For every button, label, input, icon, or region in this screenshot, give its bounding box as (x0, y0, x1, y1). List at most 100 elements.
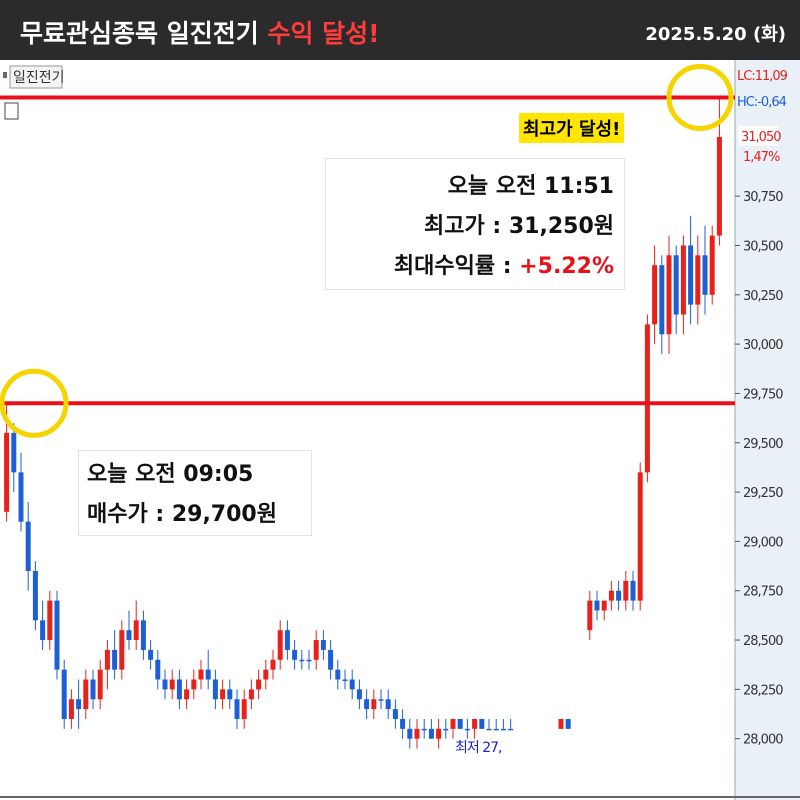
candle-body (83, 679, 89, 710)
candle-body (608, 590, 614, 601)
candle-body (169, 679, 175, 690)
candle-body (184, 689, 190, 700)
candle-body (40, 620, 46, 641)
candle-body (414, 728, 420, 739)
y-tick-label: 30,750 (743, 190, 783, 205)
candle-body (148, 649, 154, 660)
y-tick-label: 30,000 (743, 338, 783, 353)
buy-time: 오늘 오전 09:05 (87, 462, 254, 487)
candle-body (630, 580, 636, 601)
low-label: 최저 27, (455, 740, 502, 756)
sell-label: 최대수익률 : (393, 254, 520, 279)
candle-body (601, 600, 607, 611)
candle-body (284, 630, 290, 650)
candle-body (342, 679, 348, 682)
candle-body (306, 659, 312, 662)
candle-body (191, 679, 197, 690)
candle-body (176, 679, 182, 700)
candle-body (270, 659, 276, 670)
candle-body (54, 600, 60, 670)
candle-body (472, 718, 478, 729)
candle-body (680, 245, 686, 315)
candle-body (4, 432, 10, 512)
candle-body (292, 649, 298, 660)
candle-body (18, 472, 24, 522)
buy-box: 오늘 오전 09:05 매수가 : 29,700원 (78, 450, 312, 536)
candle-body (140, 620, 146, 650)
candle-body (407, 728, 413, 739)
candle-body (565, 718, 571, 729)
candle-body (666, 255, 672, 335)
candle-body (299, 659, 305, 662)
candle-body (90, 679, 96, 700)
y-tick-label: 29,500 (743, 437, 783, 452)
sell-box: 오늘 오전 11:51 최고가 : 31,250원 최대수익률 : +5.22% (325, 158, 625, 290)
candle-body (436, 728, 442, 739)
candle-body (162, 679, 168, 690)
lc-label: LC:11,09 (737, 69, 788, 84)
candle-body (587, 600, 593, 631)
y-tick-label: 28,000 (743, 733, 783, 748)
candle-body (335, 669, 341, 680)
title-text: 무료관심종목 일진전기 (20, 19, 259, 48)
highlight-circle (0, 368, 69, 438)
candle-body (450, 718, 456, 729)
candle-body (688, 245, 694, 305)
candle-body (198, 669, 204, 680)
date: 2025.5.20 (화) (645, 24, 786, 45)
candle-body (328, 649, 334, 670)
candle-body (313, 640, 319, 660)
candle-body (241, 699, 247, 719)
y-tick-label: 29,250 (743, 486, 783, 501)
candle-body (486, 728, 492, 731)
candle-body (378, 699, 384, 701)
candle-body (349, 679, 355, 690)
title: 무료관심종목 일진전기 수익 달성! (20, 14, 380, 50)
candle-body (443, 728, 449, 731)
candle-body (205, 669, 211, 680)
candle-body (119, 630, 125, 670)
symbol-name: 일진전기 (13, 70, 65, 86)
candle-body (594, 600, 600, 611)
candle-body (558, 718, 564, 729)
chart: 일진전기 28,000 28,250 28,500 28,750 29,000 29,25… (0, 60, 800, 800)
price-label: 31,050 (741, 130, 781, 145)
sell-rate-row: 최대수익률 : +5.22% (336, 247, 614, 287)
candle-body (616, 590, 622, 601)
candle-body (659, 265, 665, 335)
candle-body (392, 709, 398, 719)
candle-body (364, 699, 370, 710)
candle-body (385, 699, 391, 710)
candle-body (716, 136, 722, 236)
candle-body (133, 620, 139, 641)
candle-body (644, 324, 650, 473)
candle-body (32, 571, 38, 621)
sell-time: 오늘 오전 11:51 (447, 174, 614, 199)
sell-price: 최고가 : 31,250원 (424, 214, 614, 239)
candle-body (457, 718, 463, 729)
candle-body (673, 255, 679, 315)
candle-body (11, 432, 17, 473)
y-tick-label: 30,250 (743, 289, 783, 304)
candle-body (248, 689, 254, 700)
candle-body (500, 728, 506, 731)
candle-body (709, 235, 715, 295)
candle-body (277, 630, 283, 660)
candle-body (464, 728, 470, 731)
candle-body (97, 669, 103, 700)
candle-body (508, 728, 514, 731)
candle-body (479, 718, 485, 729)
price-tag (738, 125, 778, 146)
candle-body (155, 659, 161, 680)
highlight-circle (666, 63, 734, 131)
candle-body (421, 728, 427, 731)
symbol-dot (3, 72, 7, 78)
hc-label: HC:-0,64 (737, 95, 787, 110)
y-tick-label: 28,500 (743, 634, 783, 649)
candle-body (47, 600, 53, 641)
candle-body (623, 580, 629, 601)
candle-body (263, 669, 269, 680)
candle-body (400, 718, 406, 729)
candle-body (637, 472, 643, 601)
